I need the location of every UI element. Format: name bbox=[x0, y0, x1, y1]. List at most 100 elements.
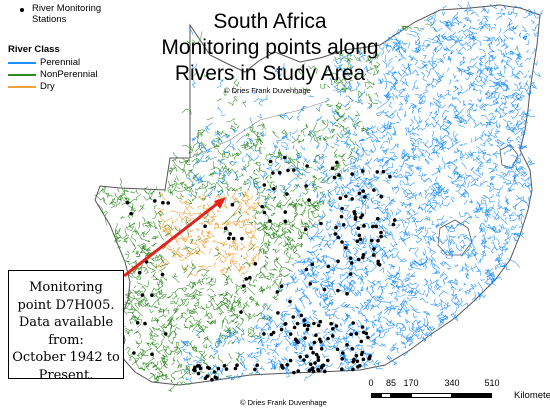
scale-segment bbox=[371, 393, 381, 398]
monitoring-station-marker bbox=[295, 321, 300, 326]
station-marker-icon bbox=[20, 8, 24, 12]
monitoring-station-marker bbox=[350, 197, 355, 201]
monitoring-station-marker bbox=[361, 255, 365, 260]
monitoring-station-marker bbox=[132, 351, 136, 355]
monitoring-station-marker bbox=[337, 173, 341, 177]
monitoring-station-marker bbox=[379, 234, 383, 239]
monitoring-station-marker bbox=[308, 362, 313, 367]
monitoring-station-marker bbox=[333, 232, 338, 236]
monitoring-station-marker bbox=[129, 211, 133, 216]
monitoring-station-marker bbox=[376, 216, 380, 221]
scale-segment bbox=[381, 393, 391, 398]
scale-tick-510: 510 bbox=[484, 378, 500, 388]
monitoring-station-marker bbox=[349, 261, 354, 265]
monitoring-station-marker bbox=[331, 327, 335, 331]
monitoring-station-marker bbox=[291, 315, 296, 319]
monitoring-station-marker bbox=[288, 332, 293, 336]
monitoring-station-marker bbox=[376, 259, 381, 264]
monitoring-station-marker bbox=[314, 333, 318, 338]
monitoring-station-marker bbox=[317, 323, 321, 328]
monitoring-station-marker bbox=[311, 350, 315, 355]
monitoring-station-marker bbox=[351, 321, 356, 325]
legend-heading: River Class bbox=[8, 44, 60, 55]
monitoring-station-marker bbox=[255, 363, 259, 368]
monitoring-station-marker bbox=[303, 336, 307, 340]
monitoring-station-marker bbox=[303, 227, 308, 232]
monitoring-station-marker bbox=[292, 168, 296, 172]
monitoring-station-marker bbox=[348, 272, 353, 276]
monitoring-station-marker bbox=[326, 264, 331, 269]
monitoring-station-marker bbox=[312, 321, 316, 326]
monitoring-station-marker bbox=[361, 189, 366, 193]
monitoring-station-marker bbox=[125, 200, 130, 205]
monitoring-station-marker bbox=[341, 351, 345, 355]
scale-tick-85: 85 bbox=[385, 378, 397, 388]
monitoring-station-marker bbox=[278, 170, 282, 175]
monitoring-station-marker bbox=[275, 290, 280, 294]
monitoring-station-marker bbox=[379, 230, 383, 235]
monitoring-station-marker bbox=[193, 365, 197, 370]
monitoring-station-marker bbox=[358, 363, 362, 368]
monitoring-station-marker bbox=[357, 191, 362, 196]
monitoring-station-marker bbox=[330, 166, 335, 171]
monitoring-station-marker bbox=[283, 210, 288, 214]
monitoring-station-marker bbox=[198, 366, 203, 371]
monitoring-station-marker bbox=[205, 374, 210, 379]
monitoring-station-marker bbox=[279, 327, 284, 332]
monitoring-station-marker bbox=[326, 336, 330, 341]
dry-swatch-icon bbox=[8, 86, 36, 88]
monitoring-station-marker bbox=[332, 175, 337, 180]
monitoring-station-marker bbox=[276, 311, 280, 315]
monitoring-station-marker bbox=[306, 323, 311, 328]
monitoring-station-marker bbox=[355, 239, 360, 243]
monitoring-station-marker bbox=[215, 376, 219, 380]
monitoring-station-marker bbox=[163, 332, 168, 336]
monitoring-station-marker bbox=[354, 353, 359, 358]
monitoring-station-marker bbox=[345, 292, 349, 296]
monitoring-station-marker bbox=[307, 198, 311, 202]
monitoring-station-marker bbox=[271, 171, 275, 175]
monitoring-station-marker bbox=[233, 366, 238, 371]
map-title-line-3: Rivers in Study Area bbox=[174, 62, 366, 85]
monitoring-station-marker bbox=[279, 284, 284, 289]
monitoring-station-marker bbox=[235, 363, 239, 368]
monitoring-station-marker bbox=[319, 339, 323, 344]
monitoring-station-marker bbox=[140, 293, 145, 297]
monitoring-station-marker bbox=[143, 321, 147, 326]
monitoring-station-marker bbox=[335, 347, 340, 352]
monitoring-station-marker bbox=[310, 366, 315, 370]
monitoring-station-marker bbox=[304, 184, 308, 188]
monitoring-station-marker bbox=[356, 226, 361, 230]
monitoring-station-marker bbox=[216, 366, 221, 371]
monitoring-station-marker bbox=[299, 313, 304, 318]
monitoring-station-marker bbox=[340, 206, 344, 211]
monitoring-station-marker bbox=[231, 236, 236, 241]
monitoring-station-marker bbox=[305, 164, 309, 168]
monitoring-station-marker bbox=[203, 224, 207, 228]
monitoring-station-marker bbox=[280, 365, 285, 369]
monitoring-station-marker bbox=[302, 323, 307, 328]
monitoring-station-marker bbox=[348, 256, 353, 261]
monitoring-station-marker bbox=[375, 170, 380, 174]
monitoring-station-marker bbox=[304, 267, 309, 272]
monitoring-station-marker bbox=[352, 357, 356, 362]
legend-stations-line-1: River Monitoring bbox=[32, 3, 102, 14]
monitoring-station-marker bbox=[309, 346, 313, 351]
monitoring-station-marker bbox=[363, 195, 367, 199]
monitoring-station-marker bbox=[248, 275, 252, 280]
monitoring-station-marker bbox=[362, 224, 366, 228]
monitoring-station-marker bbox=[210, 378, 214, 382]
monitoring-station-marker bbox=[294, 339, 299, 343]
monitoring-station-marker bbox=[283, 322, 288, 326]
monitoring-station-marker bbox=[349, 332, 353, 337]
callout-arrow bbox=[123, 198, 223, 278]
monitoring-station-marker bbox=[379, 194, 384, 199]
monitoring-station-marker bbox=[351, 367, 355, 372]
monitoring-station-marker bbox=[391, 222, 396, 227]
legend-label-perennial: Perennial bbox=[40, 57, 81, 68]
callout-box: Monitoring point D7H005. Data available … bbox=[8, 270, 124, 383]
monitoring-station-marker bbox=[212, 370, 217, 374]
monitoring-station-marker bbox=[319, 221, 323, 226]
monitoring-station-marker bbox=[316, 355, 321, 360]
monitoring-station-marker bbox=[340, 240, 344, 244]
